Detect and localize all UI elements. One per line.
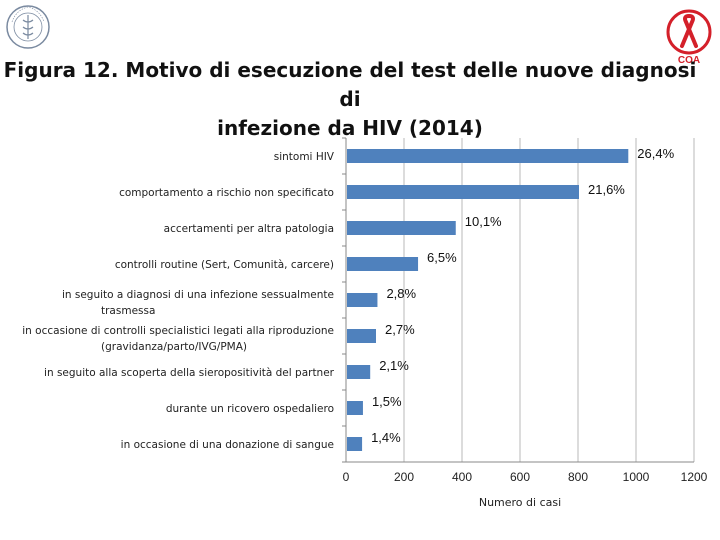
bar (347, 437, 363, 451)
chart-title-line1: Figura 12. Motivo di esecuzione del test… (3, 58, 697, 111)
category-label: in seguito alla scoperta della sieroposi… (44, 367, 335, 379)
data-label: 10,1% (465, 214, 502, 229)
chart-title-line2: infezione da HIV (2014) (217, 116, 483, 140)
category-label: comportamento a rischio non specificato (119, 187, 334, 199)
category-label: in occasione di controlli specialistici … (22, 325, 334, 337)
bar (347, 365, 371, 379)
data-label: 21,6% (588, 182, 625, 197)
x-tick-label: 1200 (681, 470, 708, 484)
category-label: controlli routine (Sert, Comunità, carce… (115, 259, 334, 271)
bar (347, 293, 378, 307)
x-axis-title: Numero di casi (479, 496, 561, 509)
category-label: in occasione di una donazione di sangue (121, 439, 334, 451)
istituto-superiore-sanita-seal-icon (6, 5, 50, 49)
data-label: 2,7% (385, 322, 415, 337)
category-label: durante un ricovero ospedaliero (166, 403, 334, 415)
x-tick-label: 800 (568, 470, 588, 484)
category-label: in seguito a diagnosi di una infezione s… (62, 289, 334, 301)
x-tick-label: 200 (394, 470, 414, 484)
category-label: sintomi HIV (274, 151, 335, 163)
bar (347, 329, 376, 343)
category-label: (gravidanza/parto/IVG/PMA) (101, 341, 247, 353)
x-tick-label: 400 (452, 470, 472, 484)
logo-coa-text: COA (678, 55, 700, 66)
bar (347, 401, 363, 415)
data-label: 1,5% (372, 394, 402, 409)
bar (347, 221, 456, 235)
bar (347, 185, 579, 199)
x-tick-label: 1000 (623, 470, 650, 484)
chart-title: Figura 12. Motivo di esecuzione del test… (0, 56, 700, 143)
bar (347, 149, 629, 163)
x-tick-label: 600 (510, 470, 530, 484)
data-label: 2,1% (379, 358, 409, 373)
data-label: 2,8% (386, 286, 416, 301)
bar (347, 257, 419, 271)
data-label: 26,4% (637, 146, 674, 161)
centro-operativo-aids-logo: COA (662, 8, 716, 66)
x-tick-label: 0 (343, 470, 350, 484)
category-label: accertamenti per altra patologia (164, 223, 334, 235)
data-label: 1,4% (371, 430, 401, 445)
category-label: trasmessa (101, 305, 155, 317)
data-label: 6,5% (427, 250, 457, 265)
aids-ribbon-icon: COA (666, 9, 712, 66)
